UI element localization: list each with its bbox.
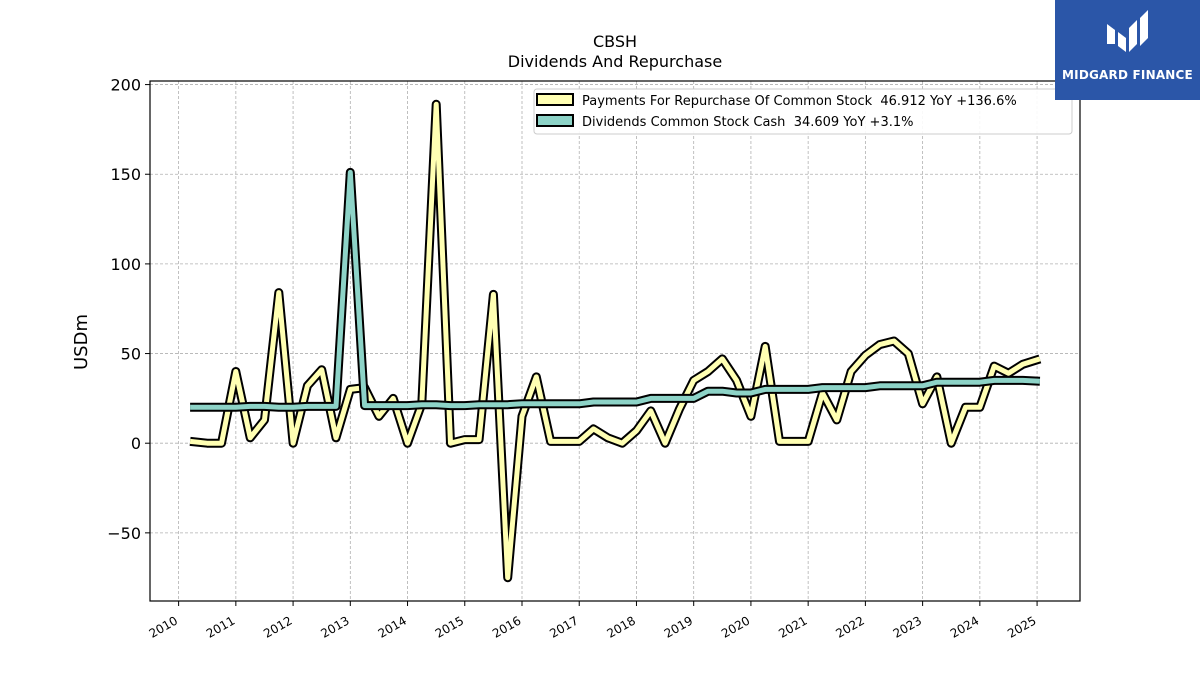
x-tick-label: 2015 xyxy=(433,613,466,640)
x-tick-label: 2024 xyxy=(948,613,981,640)
x-tick-label: 2018 xyxy=(605,613,638,640)
plot-area-frame xyxy=(149,80,1081,602)
series-lines xyxy=(189,99,1042,583)
legend-label-repurchase: Payments For Repurchase Of Common Stock … xyxy=(582,94,1017,109)
chart-subtitle: Dividends And Repurchase xyxy=(508,52,722,71)
x-tick-label: 2016 xyxy=(490,613,523,640)
series-line-fill xyxy=(190,169,1041,410)
y-axis-label: USDm xyxy=(71,314,92,370)
legend-frame xyxy=(533,88,1073,135)
y-tick-label: 50 xyxy=(121,345,141,364)
brand-logo: MIDGARD FINANCE xyxy=(1055,0,1200,100)
series-line-1 xyxy=(190,167,1041,412)
x-tick-label: 2011 xyxy=(204,613,237,640)
y-axis-ticks: −50 0 50 100 150 200 xyxy=(107,76,150,543)
x-tick-label: 2021 xyxy=(776,613,809,640)
legend: Payments For Repurchase Of Common Stock … xyxy=(533,88,1073,135)
legend-swatch-repurchase xyxy=(536,93,574,106)
chart-title: CBSH xyxy=(593,32,637,51)
x-tick-label: 2020 xyxy=(719,613,752,640)
y-tick-label: 100 xyxy=(110,255,141,274)
midgard-logo-icon xyxy=(1107,10,1148,52)
x-tick-label: 2025 xyxy=(1005,613,1038,640)
x-tick-label: 2010 xyxy=(147,613,180,640)
grid-lines xyxy=(150,81,1080,601)
x-tick-label: 2014 xyxy=(376,613,409,640)
series-line-0 xyxy=(189,99,1042,583)
x-tick-label: 2019 xyxy=(662,613,695,640)
x-tick-label: 2023 xyxy=(891,613,924,640)
legend-swatch-dividends xyxy=(536,114,574,127)
x-tick-label: 2013 xyxy=(318,613,351,640)
x-tick-label: 2022 xyxy=(833,613,866,640)
y-tick-label: 0 xyxy=(131,434,141,453)
brand-name: MIDGARD FINANCE xyxy=(1062,68,1193,82)
legend-label-dividends: Dividends Common Stock Cash 34.609 YoY +… xyxy=(582,115,913,130)
series-line-fill xyxy=(189,101,1041,581)
y-tick-label: 200 xyxy=(110,76,141,95)
x-axis-ticks: 2010 2011 2012 2013 2014 2015 2016 2017 2018 2019… xyxy=(147,601,1039,641)
x-tick-label: 2017 xyxy=(547,613,580,640)
y-tick-label: 150 xyxy=(110,165,141,184)
series-line-outline xyxy=(189,99,1042,583)
x-tick-label: 2012 xyxy=(261,613,294,640)
y-tick-label: −50 xyxy=(107,524,141,543)
